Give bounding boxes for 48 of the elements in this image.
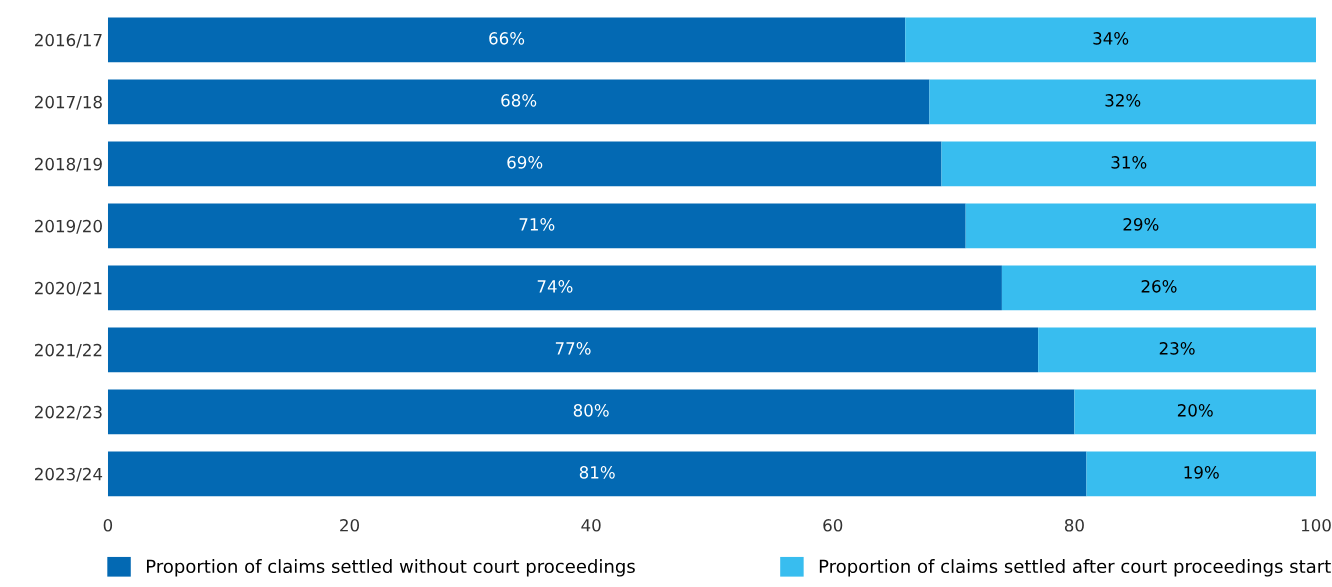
bar bbox=[107, 265, 1002, 311]
y-tick-label: 2021/22 bbox=[35, 343, 102, 358]
bar bbox=[905, 17, 1317, 63]
x-tick-label: 0 bbox=[103, 519, 113, 532]
x-tick-label: 100 bbox=[1301, 519, 1331, 532]
bar bbox=[107, 389, 1075, 435]
data-label: 68% bbox=[501, 94, 537, 107]
y-tick-label: 2016/17 bbox=[35, 33, 102, 48]
data-label: 23% bbox=[1159, 342, 1195, 355]
bar bbox=[1001, 265, 1317, 311]
x-tick-label: 20 bbox=[340, 519, 360, 532]
data-label: 69% bbox=[507, 156, 543, 169]
data-label: 29% bbox=[1123, 218, 1159, 231]
y-tick-label: 2017/18 bbox=[35, 95, 102, 110]
y-tick-label: 2019/20 bbox=[35, 219, 102, 234]
bar bbox=[107, 451, 1087, 497]
data-label: 26% bbox=[1141, 280, 1177, 293]
bar bbox=[107, 327, 1039, 373]
data-label: 66% bbox=[489, 32, 525, 45]
x-tick-label: 40 bbox=[581, 519, 601, 532]
bar bbox=[107, 17, 906, 63]
x-tick-label: 80 bbox=[1064, 519, 1084, 532]
bar bbox=[929, 79, 1317, 125]
bar bbox=[1074, 389, 1317, 435]
bar bbox=[1038, 327, 1317, 373]
data-label: 19% bbox=[1184, 466, 1219, 479]
x-tick-label: 60 bbox=[823, 519, 843, 532]
legend-label: Proportion of claims settled after court proceedings start bbox=[819, 559, 1331, 577]
y-tick-label: 2020/21 bbox=[35, 281, 102, 296]
bar bbox=[107, 141, 942, 187]
bar bbox=[107, 79, 930, 125]
legend-label: Proportion of claims settled without court proceedings bbox=[147, 559, 635, 577]
data-label: 71% bbox=[519, 218, 555, 231]
y-tick-label: 2018/19 bbox=[35, 157, 102, 172]
data-label: 32% bbox=[1105, 94, 1141, 107]
data-label: 80% bbox=[573, 404, 609, 417]
y-tick-label: 2023/24 bbox=[35, 467, 103, 482]
data-label: 74% bbox=[537, 280, 573, 293]
bar bbox=[965, 203, 1317, 249]
data-label: 77% bbox=[555, 342, 591, 355]
bar bbox=[107, 203, 966, 249]
bar bbox=[941, 141, 1317, 187]
data-label: 20% bbox=[1177, 404, 1213, 417]
data-label: 34% bbox=[1093, 32, 1129, 45]
bar bbox=[1086, 451, 1317, 497]
data-label: 81% bbox=[579, 466, 615, 479]
y-tick-label: 2022/23 bbox=[35, 405, 102, 420]
data-label: 31% bbox=[1111, 156, 1147, 169]
